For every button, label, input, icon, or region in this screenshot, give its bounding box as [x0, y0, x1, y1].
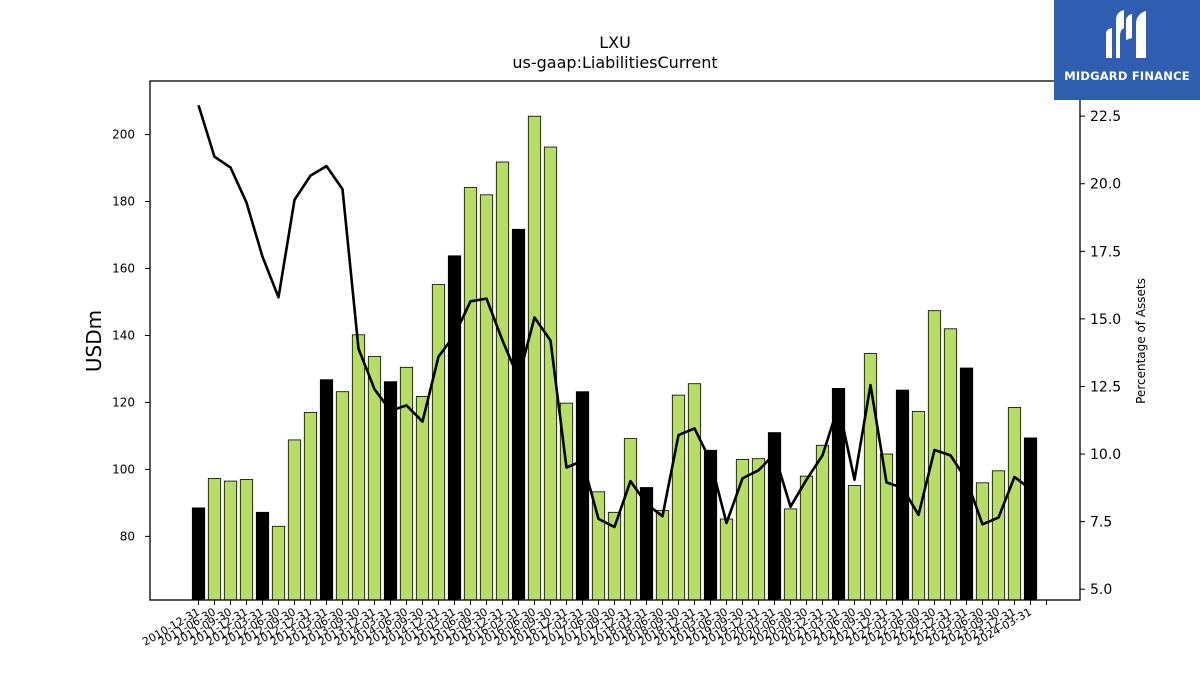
bar — [271, 525, 286, 601]
bar — [447, 255, 462, 601]
bar — [335, 391, 350, 601]
bar — [815, 444, 830, 601]
y-axis-left: 80 100 120 140 160 180 200 — [112, 128, 150, 543]
brand-logo: MIDGARD FINANCE — [1054, 0, 1200, 100]
bar — [191, 507, 206, 601]
bar — [1023, 437, 1038, 601]
bar — [943, 328, 958, 601]
bar — [655, 510, 670, 601]
bar — [991, 470, 1006, 601]
logo-mark-icon — [1106, 10, 1146, 58]
bar — [959, 367, 974, 601]
bar — [1007, 407, 1022, 601]
bar — [575, 391, 590, 601]
bar — [671, 394, 686, 601]
bar — [479, 194, 494, 601]
y2-tick-label: 22.5 — [1090, 109, 1121, 125]
bar — [223, 480, 238, 601]
bar — [495, 161, 510, 601]
bar — [399, 366, 414, 601]
y2-tick-label: 7.5 — [1090, 515, 1112, 531]
bar — [255, 511, 270, 601]
bar — [847, 485, 862, 601]
bar — [463, 187, 478, 601]
y-tick-label: 160 — [112, 262, 135, 276]
bar — [431, 284, 446, 601]
bar — [783, 508, 798, 601]
bar — [351, 334, 366, 601]
y2-tick-label: 12.5 — [1090, 379, 1121, 395]
bar — [511, 228, 526, 601]
y2-tick-label: 17.5 — [1090, 244, 1121, 260]
y2-tick-label: 15.0 — [1090, 312, 1121, 328]
x-axis: 2010-12-312011-06-302011-09-302011-12-31… — [140, 600, 1047, 649]
bar — [239, 479, 254, 601]
y-tick-label: 180 — [112, 195, 135, 209]
y2-axis-label: Percentage of Assets — [1134, 278, 1148, 404]
bar — [383, 381, 398, 601]
bar — [415, 395, 430, 601]
percentage-line — [197, 104, 1032, 529]
y-tick-label: 100 — [112, 462, 135, 476]
chart-subtitle: us-gaap:LiabilitiesCurrent — [512, 53, 717, 72]
bar — [719, 518, 734, 601]
y-tick-label: 140 — [112, 328, 135, 342]
y2-tick-label: 20.0 — [1090, 177, 1121, 193]
bar — [207, 478, 222, 601]
bar — [303, 412, 318, 601]
y-axis-right: 5.0 7.5 10.0 12.5 15.0 17.5 20.0 22.5 — [1080, 109, 1121, 598]
bar — [687, 383, 702, 601]
bar — [623, 438, 638, 601]
y2-tick-label: 5.0 — [1090, 582, 1112, 598]
y-axis-label: USDm — [82, 310, 106, 372]
bar — [527, 115, 542, 601]
brand-name: MIDGARD FINANCE — [1064, 69, 1190, 83]
bar — [319, 379, 334, 601]
y-tick-label: 80 — [120, 529, 135, 543]
y-tick-label: 200 — [112, 128, 135, 142]
bar — [975, 482, 990, 601]
chart-title: LXU — [599, 33, 631, 52]
y2-tick-label: 10.0 — [1090, 447, 1121, 463]
bar — [751, 458, 766, 601]
y-tick-label: 120 — [112, 395, 135, 409]
bar — [799, 475, 814, 601]
bar — [287, 439, 302, 601]
